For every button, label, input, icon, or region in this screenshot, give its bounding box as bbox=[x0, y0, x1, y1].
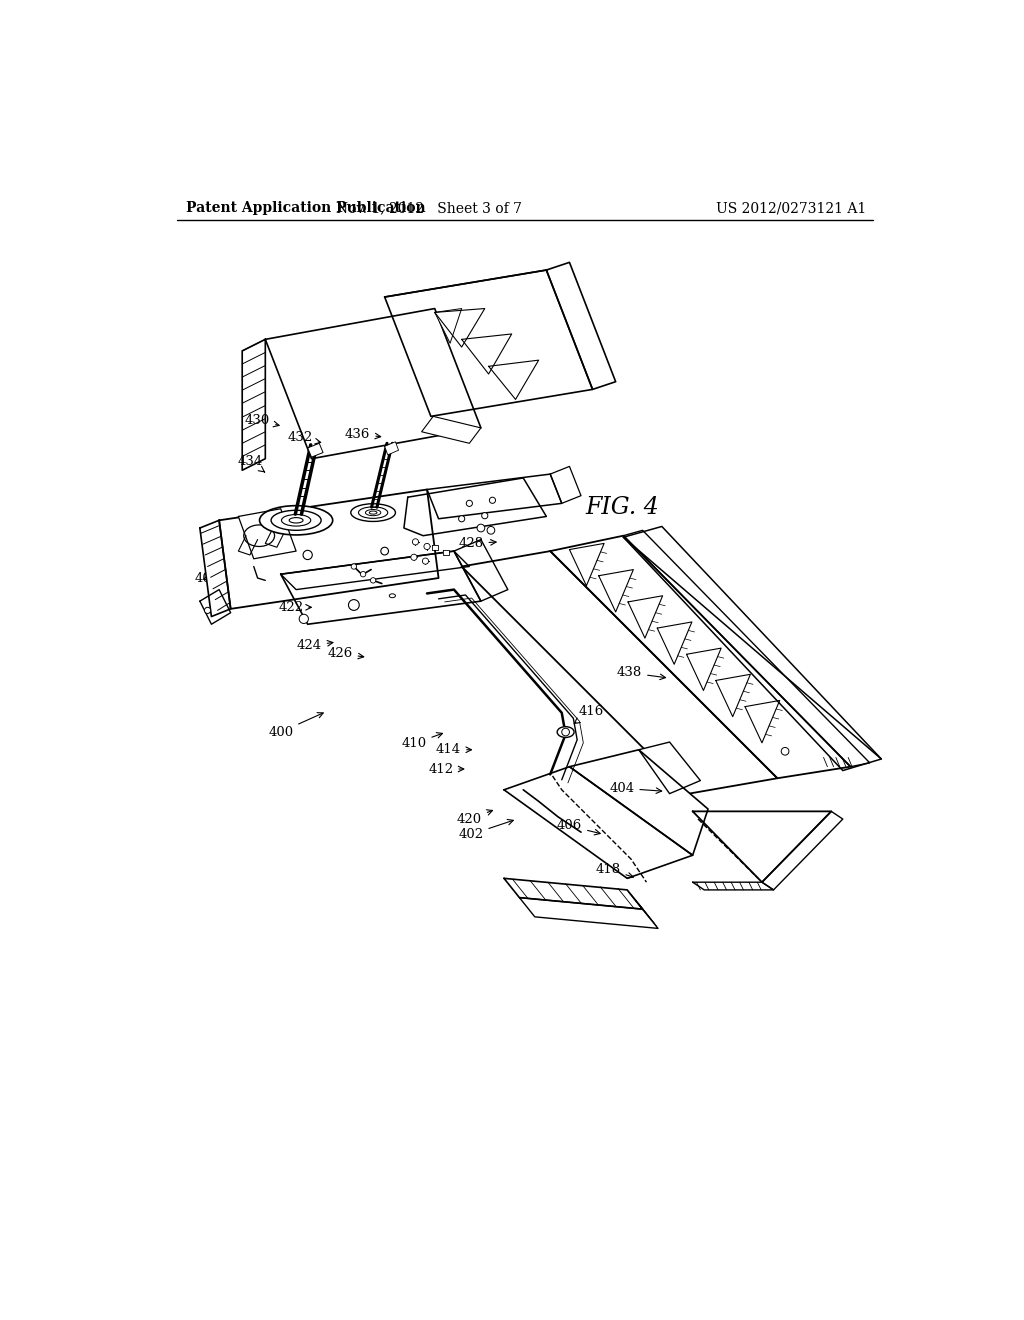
Text: 422: 422 bbox=[279, 601, 311, 614]
Polygon shape bbox=[639, 742, 700, 793]
Ellipse shape bbox=[282, 515, 310, 527]
Text: 406: 406 bbox=[557, 820, 600, 834]
Circle shape bbox=[299, 614, 308, 623]
Circle shape bbox=[459, 516, 465, 521]
Polygon shape bbox=[462, 334, 512, 374]
Ellipse shape bbox=[351, 504, 395, 521]
Text: 432: 432 bbox=[288, 432, 321, 445]
Polygon shape bbox=[403, 478, 547, 536]
Circle shape bbox=[351, 564, 356, 569]
Polygon shape bbox=[624, 527, 882, 771]
Circle shape bbox=[781, 747, 788, 755]
Polygon shape bbox=[519, 898, 658, 928]
Ellipse shape bbox=[289, 517, 303, 523]
Text: 404: 404 bbox=[609, 781, 662, 795]
Circle shape bbox=[303, 550, 312, 560]
Polygon shape bbox=[454, 540, 508, 601]
Ellipse shape bbox=[557, 726, 574, 738]
Text: 426: 426 bbox=[328, 647, 364, 660]
Text: 420: 420 bbox=[457, 809, 493, 825]
Circle shape bbox=[348, 599, 359, 610]
Circle shape bbox=[487, 527, 495, 535]
Polygon shape bbox=[692, 812, 831, 882]
Text: 408: 408 bbox=[195, 572, 220, 585]
Polygon shape bbox=[504, 767, 692, 878]
Circle shape bbox=[371, 578, 376, 583]
Text: 438: 438 bbox=[616, 667, 666, 680]
Polygon shape bbox=[762, 812, 843, 890]
Polygon shape bbox=[435, 309, 462, 343]
Polygon shape bbox=[443, 550, 450, 554]
Polygon shape bbox=[281, 552, 469, 590]
Text: 410: 410 bbox=[401, 733, 442, 750]
Polygon shape bbox=[385, 271, 593, 416]
Circle shape bbox=[413, 539, 419, 545]
Text: 436: 436 bbox=[345, 428, 381, 441]
Polygon shape bbox=[504, 878, 643, 909]
Polygon shape bbox=[745, 701, 779, 743]
Polygon shape bbox=[219, 490, 438, 609]
Polygon shape bbox=[547, 263, 615, 389]
Polygon shape bbox=[281, 552, 481, 624]
Polygon shape bbox=[422, 416, 481, 444]
Text: 428: 428 bbox=[459, 537, 497, 550]
Circle shape bbox=[489, 498, 496, 503]
Polygon shape bbox=[435, 309, 484, 347]
Polygon shape bbox=[432, 545, 438, 549]
Circle shape bbox=[562, 729, 569, 737]
Text: 416: 416 bbox=[574, 705, 603, 723]
Circle shape bbox=[466, 500, 472, 507]
Polygon shape bbox=[385, 442, 398, 455]
Ellipse shape bbox=[259, 506, 333, 535]
Polygon shape bbox=[239, 508, 296, 558]
Polygon shape bbox=[599, 570, 634, 612]
Ellipse shape bbox=[358, 507, 388, 519]
Polygon shape bbox=[427, 474, 562, 519]
Polygon shape bbox=[307, 444, 323, 457]
Text: 418: 418 bbox=[595, 862, 634, 878]
Polygon shape bbox=[657, 622, 692, 664]
Polygon shape bbox=[628, 595, 663, 638]
Circle shape bbox=[381, 548, 388, 554]
Text: US 2012/0273121 A1: US 2012/0273121 A1 bbox=[716, 202, 866, 215]
Polygon shape bbox=[716, 675, 751, 717]
Polygon shape bbox=[569, 750, 708, 855]
Text: 430: 430 bbox=[245, 413, 280, 426]
Circle shape bbox=[481, 512, 487, 519]
Circle shape bbox=[477, 524, 484, 532]
Text: 414: 414 bbox=[436, 743, 471, 756]
Polygon shape bbox=[200, 520, 230, 616]
Polygon shape bbox=[462, 552, 777, 793]
Ellipse shape bbox=[366, 510, 381, 516]
Text: Nov. 1, 2012   Sheet 3 of 7: Nov. 1, 2012 Sheet 3 of 7 bbox=[336, 202, 522, 215]
Circle shape bbox=[422, 558, 429, 564]
Ellipse shape bbox=[271, 511, 322, 531]
Polygon shape bbox=[243, 339, 265, 470]
Circle shape bbox=[411, 554, 417, 561]
Circle shape bbox=[205, 607, 211, 614]
Polygon shape bbox=[265, 309, 481, 459]
Ellipse shape bbox=[244, 525, 274, 546]
Text: FIG. 4: FIG. 4 bbox=[585, 496, 658, 519]
Circle shape bbox=[360, 572, 366, 577]
Polygon shape bbox=[200, 590, 230, 624]
Text: Patent Application Publication: Patent Application Publication bbox=[186, 202, 426, 215]
Circle shape bbox=[424, 544, 430, 549]
Text: 400: 400 bbox=[268, 713, 324, 739]
Ellipse shape bbox=[389, 594, 395, 598]
Polygon shape bbox=[550, 536, 851, 779]
Text: 412: 412 bbox=[428, 763, 464, 776]
Polygon shape bbox=[488, 360, 539, 400]
Polygon shape bbox=[569, 544, 604, 586]
Polygon shape bbox=[686, 648, 721, 690]
Text: 434: 434 bbox=[238, 454, 264, 473]
Polygon shape bbox=[692, 882, 773, 890]
Ellipse shape bbox=[370, 511, 377, 515]
Polygon shape bbox=[624, 531, 869, 767]
Text: 402: 402 bbox=[459, 820, 513, 841]
Polygon shape bbox=[550, 466, 581, 503]
Text: 424: 424 bbox=[297, 639, 333, 652]
